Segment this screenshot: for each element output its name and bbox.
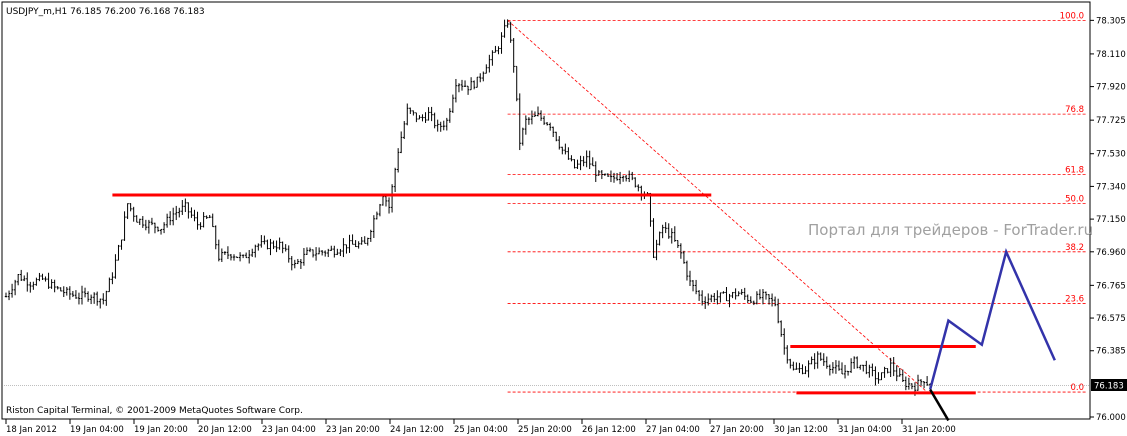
projection-path[interactable] — [928, 248, 1056, 422]
y-tick-label: 77.725 — [1096, 116, 1126, 126]
current-price-box — [1091, 379, 1127, 391]
fib-level-label: 0.0 — [1070, 383, 1084, 393]
fib-level-label: 38.2 — [1065, 243, 1084, 253]
symbol-header: USDJPY_m,H1 76.185 76.200 76.168 76.183 — [6, 7, 205, 17]
x-tick-label: 19 Jan 20:00 — [134, 425, 188, 435]
y-tick-label: 77.530 — [1096, 150, 1126, 160]
x-tick-label: 31 Jan 04:00 — [838, 425, 892, 435]
fib-level-label: 50.0 — [1065, 195, 1084, 205]
y-tick-label: 78.110 — [1096, 50, 1126, 60]
x-tick-label: 23 Jan 20:00 — [326, 425, 380, 435]
down-arrow-line — [929, 388, 950, 422]
fib-level-label: 23.6 — [1065, 294, 1084, 304]
y-tick-label: 76.960 — [1096, 248, 1126, 258]
y-tick-label: 77.150 — [1096, 215, 1126, 225]
x-tick-label: 30 Jan 12:00 — [774, 425, 828, 435]
x-tick-label: 23 Jan 04:00 — [262, 425, 316, 435]
fib-level-label: 100.0 — [1060, 11, 1084, 21]
y-tick-label: 76.000 — [1096, 413, 1126, 423]
watermark: Портал для трейдеров - ForTrader.ru — [808, 221, 1093, 239]
current-price-label: 76.183 — [1091, 379, 1127, 392]
x-tick-label: 19 Jan 04:00 — [70, 425, 124, 435]
x-tick-label: 31 Jan 20:00 — [902, 425, 956, 435]
x-tick-label: 24 Jan 12:00 — [390, 425, 444, 435]
x-tick-label: 27 Jan 04:00 — [646, 425, 700, 435]
projection-line — [928, 248, 1056, 390]
time-axis: 18 Jan 2012 19 Jan 04:00 19 Jan 20:00 20 Ja… — [5, 419, 956, 435]
support-resistance-lines[interactable] — [112, 193, 976, 395]
y-tick-label: 77.920 — [1096, 83, 1126, 93]
x-tick-label: 26 Jan 12:00 — [582, 425, 636, 435]
fib-trend-line — [507, 20, 928, 393]
x-tick-label: 18 Jan 2012 — [6, 425, 57, 435]
price-axis: 78.305 78.110 77.920 77.725 77.530 77.340 77.1… — [4, 16, 1126, 423]
current-price-text: 76.183 — [1094, 382, 1124, 392]
fib-level-label: 76.8 — [1065, 105, 1084, 115]
candles — [4, 19, 932, 396]
y-tick-label: 76.765 — [1096, 281, 1126, 291]
x-tick-label: 25 Jan 04:00 — [454, 425, 508, 435]
y-tick-label: 76.575 — [1096, 314, 1126, 324]
x-tick-label: 20 Jan 12:00 — [198, 425, 252, 435]
fib-level-label: 61.8 — [1065, 165, 1084, 175]
y-tick-label: 77.340 — [1096, 182, 1126, 192]
x-tick-label: 27 Jan 20:00 — [710, 425, 764, 435]
y-tick-label: 78.305 — [1096, 16, 1126, 26]
y-tick-label: 76.385 — [1096, 347, 1126, 357]
x-tick-label: 25 Jan 20:00 — [518, 425, 572, 435]
copyright: Riston Capital Terminal, © 2001-2009 Met… — [6, 406, 303, 416]
